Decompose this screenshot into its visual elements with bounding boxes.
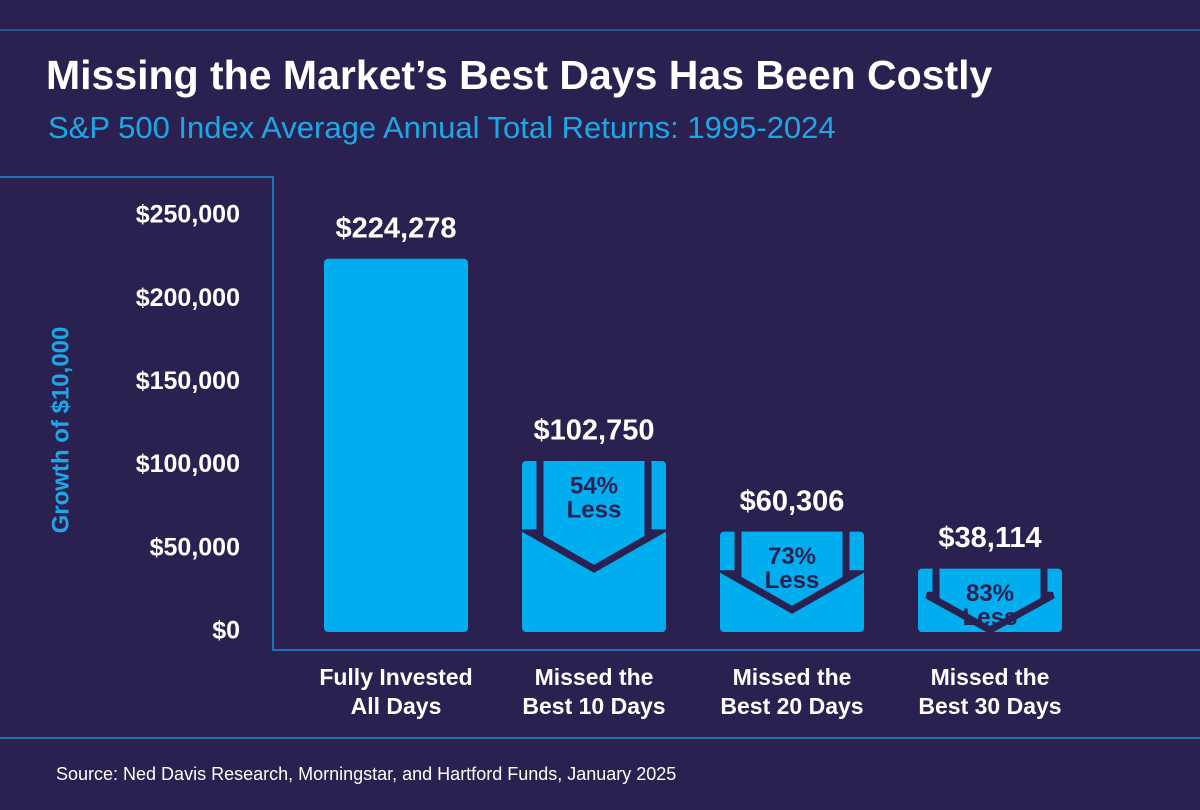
bar (720, 531, 864, 632)
annotation-percent: 73% (768, 543, 816, 570)
source-note: Source: Ned Davis Research, Morningstar,… (56, 764, 676, 784)
bar (522, 461, 666, 632)
down-arrow (517, 457, 671, 573)
x-tick-label: Best 10 Days (522, 693, 665, 719)
annotation-percent: 54% (570, 472, 618, 499)
value-label: $60,306 (740, 485, 845, 517)
y-tick-label: $250,000 (136, 201, 240, 229)
x-tick-label: Fully Invested (319, 664, 472, 690)
x-tick-label: All Days (351, 693, 442, 719)
chart-subtitle: S&P 500 Index Average Annual Total Retur… (48, 110, 836, 145)
down-arrow (715, 527, 869, 614)
bar (918, 568, 1062, 632)
x-tick-label: Missed the (535, 664, 654, 690)
y-tick-label: $100,000 (136, 450, 240, 478)
annotation-word: Less (963, 604, 1018, 631)
value-label: $38,114 (938, 522, 1041, 554)
x-tick-label: Missed the (931, 664, 1050, 690)
annotation-word: Less (567, 496, 622, 523)
x-tick-label: Best 30 Days (918, 693, 1061, 719)
annotation-percent: 83% (966, 580, 1014, 607)
x-tick-label: Missed the (733, 664, 852, 690)
y-tick-label: $50,000 (150, 533, 240, 561)
y-tick-label: $200,000 (136, 284, 240, 312)
x-tick-label: Best 20 Days (720, 693, 863, 719)
y-tick-label: $0 (212, 617, 240, 645)
axis-frame (0, 176, 1200, 651)
y-tick-label: $150,000 (136, 367, 240, 395)
value-label: $224,278 (336, 212, 457, 244)
down-arrow (925, 564, 1055, 634)
bar (324, 258, 468, 632)
value-label: $102,750 (534, 415, 655, 447)
annotation-word: Less (765, 567, 820, 594)
y-axis-label: Growth of $10,000 (47, 327, 74, 534)
chart-title: Missing the Market’s Best Days Has Been … (46, 52, 993, 98)
